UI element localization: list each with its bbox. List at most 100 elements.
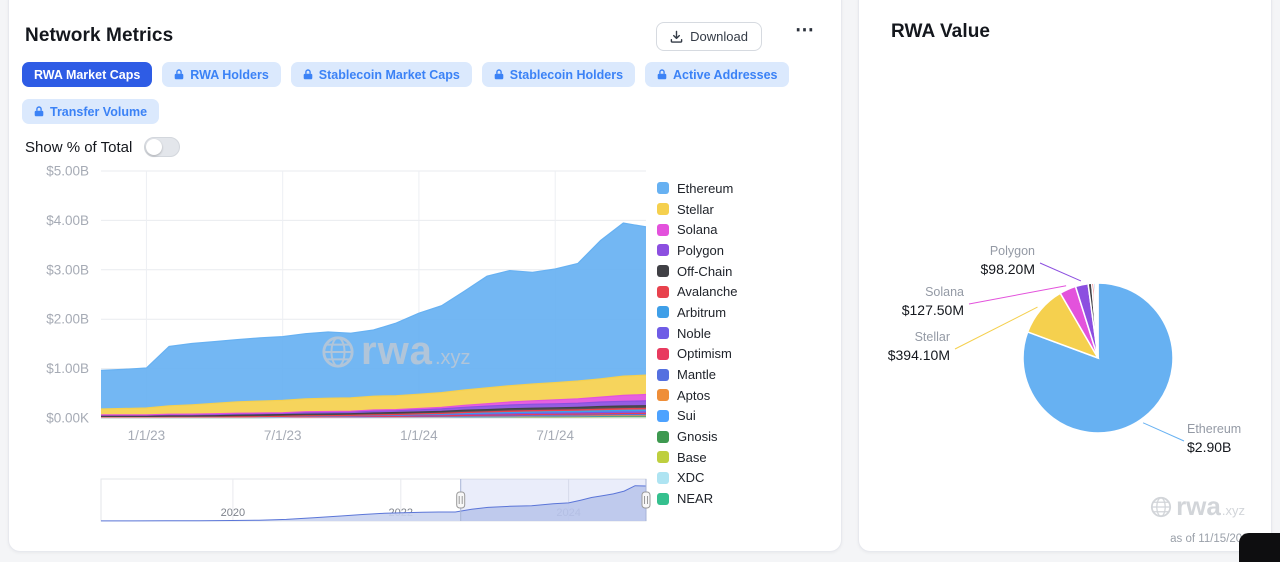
legend-item-xdc[interactable]: XDC — [657, 468, 737, 489]
svg-text:$1.00B: $1.00B — [46, 361, 89, 376]
legend-item-polygon[interactable]: Polygon — [657, 240, 737, 261]
svg-text:2020: 2020 — [221, 507, 245, 519]
legend-swatch — [657, 223, 669, 236]
svg-text:1/1/23: 1/1/23 — [128, 428, 166, 443]
legend-item-avalanche[interactable]: Avalanche — [657, 281, 737, 302]
download-button[interactable]: Download — [656, 22, 762, 51]
page-title: Network Metrics — [25, 25, 174, 46]
svg-text:1/1/24: 1/1/24 — [400, 428, 438, 443]
legend-swatch — [657, 368, 669, 381]
legend-item-solana[interactable]: Solana — [657, 219, 737, 240]
legend-swatch — [657, 492, 669, 505]
legend-label: Optimism — [677, 346, 732, 362]
legend-item-off-chain[interactable]: Off-Chain — [657, 261, 737, 282]
svg-text:7/1/23: 7/1/23 — [264, 428, 302, 443]
pie-connector-stellar — [954, 306, 1038, 350]
area-line-avalanche — [101, 407, 647, 419]
svg-text:$5.00B: $5.00B — [46, 164, 89, 179]
pie-label-name: Solana — [925, 285, 964, 299]
legend-label: Noble — [677, 325, 711, 341]
tab-rwa-market-caps[interactable]: RWA Market Caps — [22, 62, 153, 87]
lock-icon — [657, 69, 667, 80]
legend-swatch — [657, 327, 669, 340]
legend-swatch — [657, 451, 669, 464]
pie-connector-solana — [968, 285, 1067, 305]
range-selector[interactable]: 202020222024 — [93, 469, 658, 525]
tab-label: Transfer Volume — [50, 104, 148, 119]
chat-widget-button[interactable] — [1239, 533, 1280, 562]
legend-label: Stellar — [677, 201, 714, 217]
legend-label: Base — [677, 449, 707, 465]
more-options-button[interactable]: ⋯ — [795, 19, 815, 42]
metric-tabs: RWA Market Caps RWA Holders Stablecoin Mar… — [22, 62, 822, 124]
legend-label: Polygon — [677, 242, 724, 258]
legend-swatch — [657, 265, 669, 278]
pie-label-name: Stellar — [914, 330, 950, 344]
legend-label: NEAR — [677, 491, 714, 507]
tab-transfer-volume[interactable]: Transfer Volume — [22, 99, 160, 124]
legend-label: Gnosis — [677, 429, 718, 445]
lock-icon — [174, 69, 184, 80]
legend-item-optimism[interactable]: Optimism — [657, 344, 737, 365]
network-metrics-chart[interactable]: $5.00B $4.00B $3.00B $2.00B $1.00B $0.00K 1/1/… — [17, 159, 677, 451]
rwa-pie-chart — [954, 262, 1185, 442]
ellipsis-icon: ⋯ — [795, 20, 815, 41]
tab-label: RWA Holders — [190, 67, 269, 82]
pie-label-value: $127.50M — [901, 302, 964, 318]
legend-label: Solana — [677, 222, 718, 238]
legend-label: Mantle — [677, 367, 717, 383]
pie-label-name: Polygon — [989, 244, 1035, 258]
download-label: Download — [690, 29, 748, 44]
legend-item-mantle[interactable]: Mantle — [657, 364, 737, 385]
legend-swatch — [657, 244, 669, 257]
pie-connector-polygon — [1039, 262, 1082, 282]
svg-text:7/1/24: 7/1/24 — [536, 428, 574, 443]
legend-item-arbitrum[interactable]: Arbitrum — [657, 302, 737, 323]
pie-label-polygon: Polygon $98.20M — [981, 244, 1035, 277]
legend-item-aptos[interactable]: Aptos — [657, 385, 737, 406]
rwa-value-title: RWA Value — [891, 21, 991, 42]
area-line-solana — [101, 393, 647, 416]
percent-of-total-toggle[interactable] — [144, 137, 181, 157]
download-icon — [670, 30, 683, 43]
pie-slice-noble[interactable] — [1096, 282, 1099, 359]
legend-label: Aptos — [677, 387, 711, 403]
area-series-ethereum — [101, 223, 646, 409]
lock-icon — [303, 69, 313, 80]
tab-stablecoin-holders[interactable]: Stablecoin Holders — [481, 62, 636, 87]
legend-label: Avalanche — [677, 284, 738, 300]
legend-label: Sui — [677, 408, 696, 424]
tab-active-addresses[interactable]: Active Addresses — [645, 62, 790, 87]
pie-label-stellar: Stellar $394.10M — [888, 330, 950, 363]
navigator-handle-right[interactable] — [641, 491, 651, 509]
legend-item-sui[interactable]: Sui — [657, 406, 737, 427]
pie-label-value: $98.20M — [980, 261, 1035, 277]
pie-connector-ethereum — [1142, 422, 1185, 442]
svg-text:$4.00B: $4.00B — [46, 213, 89, 228]
pie-slice-ethereum[interactable] — [1022, 282, 1174, 434]
svg-text:$0.00K: $0.00K — [46, 411, 89, 426]
tab-stablecoin-market-caps[interactable]: Stablecoin Market Caps — [290, 62, 472, 87]
area-line-stellar — [100, 374, 647, 410]
tab-label: Active Addresses — [673, 67, 778, 82]
lock-icon — [34, 106, 44, 117]
legend-item-near[interactable]: NEAR — [657, 488, 737, 509]
legend-item-noble[interactable]: Noble — [657, 323, 737, 344]
legend-swatch — [657, 389, 669, 402]
legend-item-gnosis[interactable]: Gnosis — [657, 426, 737, 447]
legend-swatch — [657, 471, 669, 484]
legend-item-base[interactable]: Base — [657, 447, 737, 468]
legend-swatch — [657, 409, 669, 422]
navigator-handle-left[interactable] — [456, 491, 466, 509]
navigator-selection[interactable] — [460, 479, 646, 521]
pie-label-ethereum: Ethereum $2.90B — [1187, 422, 1241, 455]
chart-legend: Ethereum Stellar Solana Polygon Off-Chain Ava… — [657, 178, 737, 509]
tab-label: Stablecoin Holders — [509, 67, 624, 82]
toggle-label: Show % of Total — [25, 138, 133, 156]
tab-label: Stablecoin Market Caps — [318, 67, 460, 82]
legend-label: Off-Chain — [677, 263, 733, 279]
area-series-stellar — [101, 375, 646, 415]
legend-item-stellar[interactable]: Stellar — [657, 199, 737, 220]
legend-item-ethereum[interactable]: Ethereum — [657, 178, 737, 199]
tab-rwa-holders[interactable]: RWA Holders — [162, 62, 281, 87]
